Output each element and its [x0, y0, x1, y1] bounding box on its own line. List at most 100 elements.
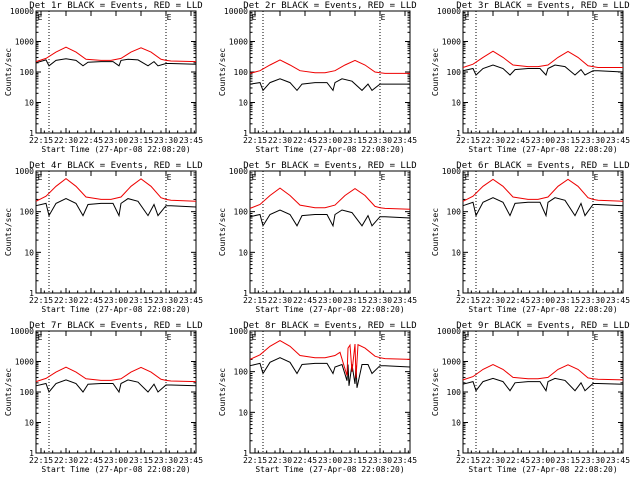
panel-det-9r: Det 9r BLACK = Events, RED = LLD E E 1 10 100… — [431, 321, 630, 474]
x-axis-label: Start Time (27-Apr-08 22:08:20) — [41, 465, 190, 474]
y-tick-label: 10000 — [437, 7, 461, 16]
x-tick-label: 22:15 — [456, 136, 480, 145]
x-tick-label: 23:30 — [581, 296, 605, 305]
y-tick-label: 1 — [243, 289, 248, 298]
y-tick-label: 10000 — [437, 327, 461, 336]
marker-e-right: E — [167, 13, 172, 22]
marker-e-right: E — [594, 333, 599, 342]
x-tick-label: 23:30 — [581, 456, 605, 465]
y-tick-label: 10000 — [10, 7, 34, 16]
series-lld-line — [35, 366, 197, 383]
x-tick-label: 22:45 — [506, 136, 530, 145]
panel-title: Det 8r BLACK = Events, RED = LLD — [243, 321, 416, 331]
y-tick-label: 1 — [456, 129, 461, 138]
x-tick-label: 22:30 — [268, 456, 292, 465]
series-events-line — [462, 64, 624, 76]
x-tick-label: 22:30 — [481, 136, 505, 145]
x-tick-label: 22:15 — [29, 456, 53, 465]
x-tick-label: 23:45 — [606, 136, 630, 145]
x-tick-label: 23:15 — [556, 456, 580, 465]
y-tick-label: 10 — [238, 408, 248, 417]
panel-title: Det 3r BLACK = Events, RED = LLD — [456, 1, 629, 11]
panel-title: Det 2r BLACK = Events, RED = LLD — [243, 1, 416, 11]
x-axis-label: Start Time (27-Apr-08 22:08:20) — [255, 145, 404, 154]
y-tick-label: 1 — [29, 289, 34, 298]
marker-e-left: E — [38, 173, 43, 182]
panel-det-1r: Det 1r BLACK = Events, RED = LLD E E 1 10 100… — [4, 1, 203, 154]
x-tick-label: 23:30 — [154, 136, 178, 145]
y-tick-label: 1 — [29, 449, 34, 458]
x-axis-label: Start Time (27-Apr-08 22:08:20) — [468, 145, 617, 154]
series-events-line — [35, 198, 197, 218]
x-tick-label: 23:30 — [154, 296, 178, 305]
y-tick-label: 1 — [456, 449, 461, 458]
x-tick-label: 23:00 — [318, 456, 342, 465]
marker-e-left: E — [465, 333, 470, 342]
panel-det-7r: Det 7r BLACK = Events, RED = LLD E E 1 10 100… — [4, 321, 203, 474]
plot-frame — [35, 170, 197, 294]
panel-det-6r: Det 6r BLACK = Events, RED = LLD E E 1 10 100… — [431, 161, 630, 314]
series-lld-line — [35, 177, 197, 202]
x-axis-label: Start Time (27-Apr-08 22:08:20) — [41, 305, 190, 314]
y-tick-label: 100 — [234, 208, 249, 217]
x-tick-label: 22:45 — [79, 136, 103, 145]
marker-e-right: E — [594, 173, 599, 182]
plot-frame — [462, 330, 624, 454]
x-tick-label: 23:45 — [393, 296, 417, 305]
y-tick-label: 10 — [451, 99, 461, 108]
y-tick-label: 10 — [238, 99, 248, 108]
x-tick-label: 23:30 — [368, 456, 392, 465]
y-axis-label: Counts/sec — [218, 368, 227, 416]
x-tick-label: 22:15 — [243, 296, 267, 305]
panel-det-8r: Det 8r BLACK = Events, RED = LLD E E 1 10 100… — [218, 321, 417, 474]
y-tick-label: 100 — [447, 68, 462, 77]
x-tick-label: 23:15 — [129, 136, 153, 145]
x-tick-label: 23:00 — [104, 136, 128, 145]
x-tick-label: 22:45 — [79, 296, 103, 305]
panel-title: Det 4r BLACK = Events, RED = LLD — [29, 161, 202, 171]
series-lld-line — [249, 340, 411, 379]
marker-e-left: E — [38, 13, 43, 22]
y-tick-label: 1000 — [229, 167, 248, 176]
plot-frame — [35, 10, 197, 134]
series-lld-line — [462, 363, 624, 381]
y-tick-label: 10 — [24, 99, 34, 108]
x-tick-label: 22:30 — [481, 296, 505, 305]
x-tick-label: 23:30 — [368, 296, 392, 305]
x-tick-label: 23:15 — [343, 296, 367, 305]
x-tick-label: 23:30 — [581, 136, 605, 145]
x-axis-label: Start Time (27-Apr-08 22:08:20) — [41, 145, 190, 154]
series-events-line — [249, 209, 411, 228]
x-axis-label: Start Time (27-Apr-08 22:08:20) — [255, 465, 404, 474]
y-tick-label: 10000 — [224, 7, 248, 16]
series-events-line — [462, 197, 624, 218]
series-lld-line — [249, 59, 410, 74]
panel-title: Det 6r BLACK = Events, RED = LLD — [456, 161, 629, 171]
y-tick-label: 10 — [451, 419, 461, 428]
x-tick-label: 23:00 — [318, 296, 342, 305]
x-tick-label: 22:30 — [268, 296, 292, 305]
series-lld-line — [462, 178, 624, 202]
series-lld-line — [462, 50, 623, 68]
y-tick-label: 10 — [24, 419, 34, 428]
series-events-line — [35, 379, 197, 394]
panel-title: Det 7r BLACK = Events, RED = LLD — [29, 321, 202, 331]
series-events-line — [249, 357, 411, 388]
panel-title: Det 1r BLACK = Events, RED = LLD — [29, 1, 202, 11]
marker-e-right: E — [167, 333, 172, 342]
marker-e-left: E — [252, 13, 257, 22]
x-tick-label: 22:30 — [54, 456, 78, 465]
marker-e-right: E — [381, 13, 386, 22]
x-tick-label: 23:45 — [393, 456, 417, 465]
x-tick-label: 23:00 — [531, 296, 555, 305]
x-tick-label: 22:15 — [29, 136, 53, 145]
x-tick-label: 23:45 — [393, 136, 417, 145]
y-tick-label: 100 — [20, 388, 35, 397]
x-tick-label: 23:45 — [179, 136, 203, 145]
x-tick-label: 23:00 — [531, 136, 555, 145]
x-tick-label: 22:30 — [268, 136, 292, 145]
y-axis-label: Counts/sec — [218, 48, 227, 96]
y-tick-label: 100 — [447, 388, 462, 397]
x-tick-label: 23:45 — [179, 456, 203, 465]
y-tick-label: 100 — [20, 208, 35, 217]
